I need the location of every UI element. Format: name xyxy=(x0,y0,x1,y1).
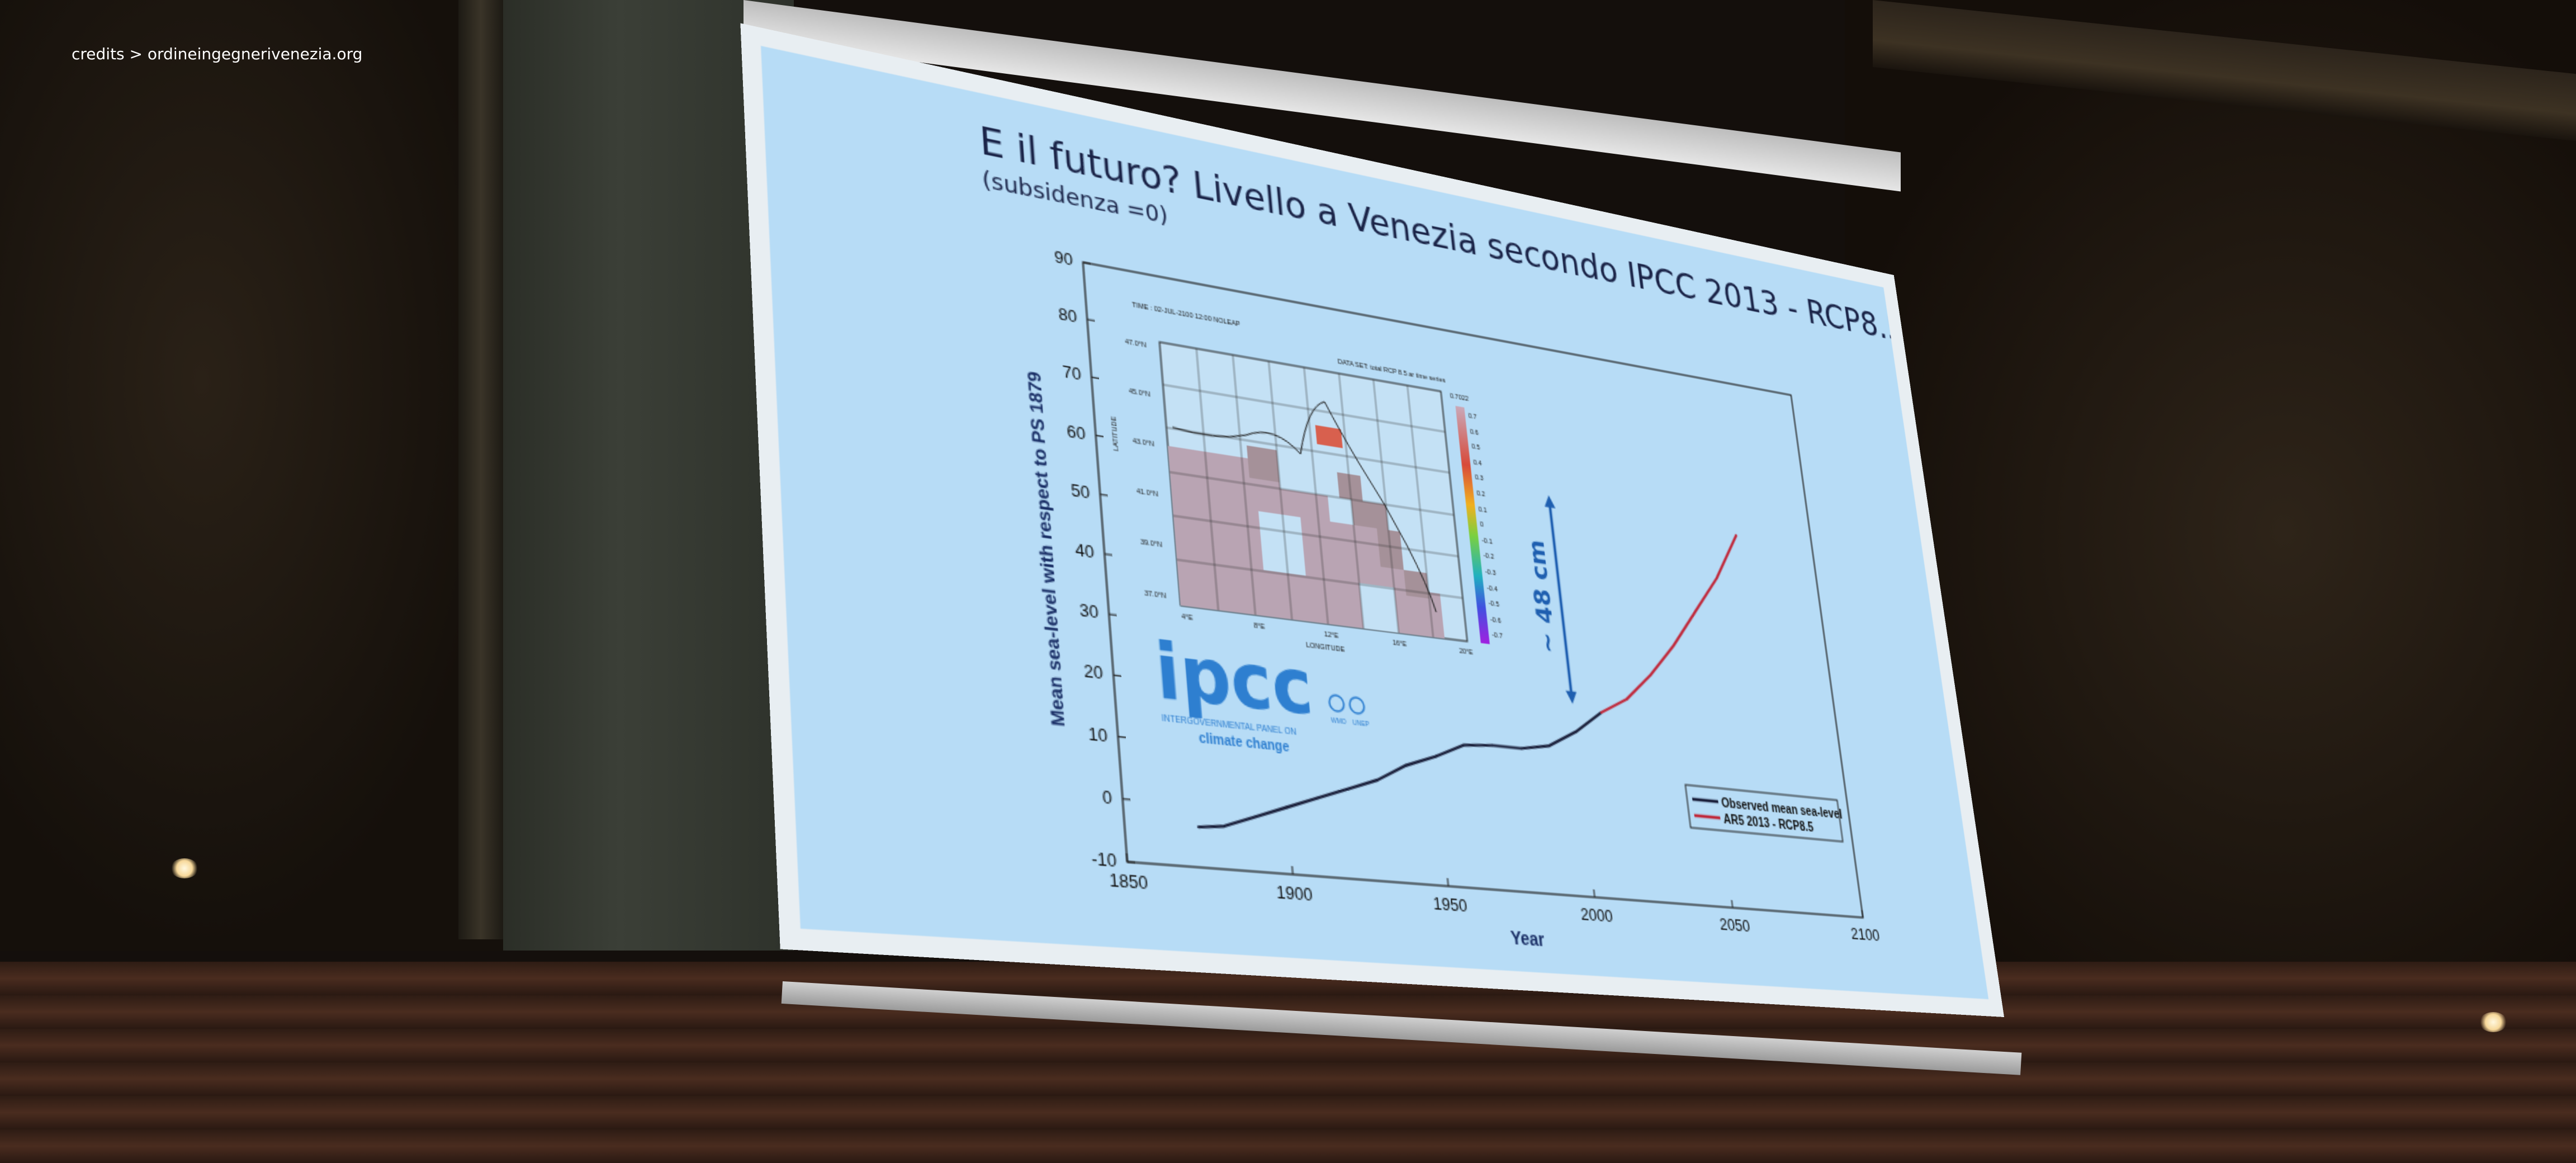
x-tick-label: 2000 xyxy=(1580,905,1614,926)
x-tick-label: 1950 xyxy=(1432,894,1468,916)
longitude-tick-label: 16°E xyxy=(1393,639,1408,649)
wmo-label: WMO xyxy=(1330,716,1347,726)
y-tick xyxy=(1083,262,1091,264)
arrow-head-up-icon xyxy=(1543,494,1556,508)
longitude-tick-label: 12°E xyxy=(1324,630,1339,640)
y-axis-label: Mean sea-level with respect to PS 1879 xyxy=(1024,370,1068,728)
lamp-right xyxy=(2479,1012,2507,1032)
y-tick-label: 40 xyxy=(1074,540,1095,562)
colorbar-tick-label: 0.5 xyxy=(1471,443,1480,452)
y-tick xyxy=(1105,554,1112,555)
latitude-tick-label: 47.0°N xyxy=(1125,338,1147,349)
colorbar-tick-label: 0.4 xyxy=(1473,458,1482,467)
arrow-head-down-icon xyxy=(1566,691,1578,705)
colorbar-tick-label: 0.3 xyxy=(1475,474,1484,483)
y-tick-label: 0 xyxy=(1102,787,1113,808)
longitude-tick-label: 4°E xyxy=(1181,613,1194,622)
painting-frame-left xyxy=(458,0,503,939)
y-tick xyxy=(1091,377,1099,379)
y-tick-label: -10 xyxy=(1091,849,1117,871)
colorbar-tick-label: -0.3 xyxy=(1485,568,1496,577)
x-tick-label: 1850 xyxy=(1109,870,1148,893)
wmo-logo-icon xyxy=(1329,694,1344,712)
legend-swatch-rcp85 xyxy=(1694,815,1720,817)
credits-text: credits > ordineingegnerivenezia.org xyxy=(72,45,362,63)
sea-level-chart: 1850 1900 1950 2000 2050 2100 -10 0 10 20 30 40 50 60… xyxy=(1015,240,1884,972)
y-tick xyxy=(1100,494,1108,495)
colorbar-tick-label: -0.2 xyxy=(1483,552,1494,561)
map-longitude-label: LONGITUDE xyxy=(1306,641,1345,654)
colorbar-tick-label: 0 xyxy=(1480,521,1484,529)
room-background-left xyxy=(0,0,503,951)
unep-label: UNEP xyxy=(1352,718,1370,728)
y-tick xyxy=(1123,799,1130,800)
x-tick xyxy=(1732,900,1733,908)
latitude-tick-label: 43.0°N xyxy=(1133,437,1154,448)
y-tick-label: 50 xyxy=(1071,480,1091,503)
colorbar-tick-label: -0.1 xyxy=(1481,537,1493,546)
y-tick-label: 10 xyxy=(1088,724,1109,746)
colorbar-max-label: 0.7022 xyxy=(1450,393,1469,403)
sea-level-rise-annotation: ~ 48 cm xyxy=(1518,490,1578,705)
y-tick xyxy=(1114,675,1121,677)
x-tick-label: 2050 xyxy=(1718,915,1751,935)
unep-logo-icon xyxy=(1349,697,1365,714)
y-tick-label: 70 xyxy=(1062,363,1082,385)
latitude-tick-label: 37.0°N xyxy=(1144,589,1167,601)
colorbar-tick-label: -0.7 xyxy=(1491,632,1503,641)
y-tick xyxy=(1109,614,1117,616)
colorbar-tick-label: 0.2 xyxy=(1476,490,1486,499)
latitude-tick-label: 41.0°N xyxy=(1137,488,1158,499)
colorbar-tick-label: 0.6 xyxy=(1470,428,1479,437)
longitude-tick-label: 20°E xyxy=(1459,647,1474,656)
rcp85-series-line xyxy=(1578,510,1762,731)
lamp-left xyxy=(171,858,198,878)
colorbar-tick-label: -0.4 xyxy=(1486,584,1498,593)
x-tick-label: 2100 xyxy=(1850,925,1881,945)
colorbar-tick-label: 0.1 xyxy=(1478,505,1488,514)
map-time-label: TIME : 02-JUL-2100 12:00 NOLEAP xyxy=(1132,301,1241,328)
slide-canvas: E il futuro? Livello a Venezia secondo I… xyxy=(761,46,1988,999)
longitude-tick-label: 8°E xyxy=(1253,622,1265,631)
y-tick xyxy=(1087,319,1095,320)
colorbar-tick-label: -0.6 xyxy=(1490,616,1501,625)
latitude-tick-label: 39.0°N xyxy=(1140,538,1162,549)
x-tick-label: 1900 xyxy=(1276,882,1314,905)
latitude-tick-label: 45.0°N xyxy=(1129,387,1150,399)
colorbar-tick-label: 0.7 xyxy=(1468,412,1477,421)
x-tick xyxy=(1594,890,1595,897)
y-tick-label: 60 xyxy=(1066,421,1086,443)
wall-panel xyxy=(503,0,794,951)
x-tick xyxy=(1447,878,1448,886)
y-tick-label: 30 xyxy=(1079,601,1099,623)
x-tick xyxy=(1862,910,1863,918)
map-inset: TIME : 02-JUL-2100 12:00 NOLEAP DATA SET… xyxy=(1101,295,1507,673)
y-tick-label: 90 xyxy=(1054,248,1073,270)
y-tick xyxy=(1096,436,1104,437)
y-tick-label: 20 xyxy=(1083,661,1104,684)
chart-legend: Observed mean sea-level AR5 2013 - RCP8.… xyxy=(1685,785,1846,842)
wooden-base xyxy=(0,962,2576,1163)
x-tick xyxy=(1126,853,1127,862)
projected-slide: E il futuro? Livello a Venezia secondo I… xyxy=(761,46,1988,999)
map-latitude-label: LATITUDE xyxy=(1110,415,1121,451)
colorbar-tick-label: -0.5 xyxy=(1488,600,1499,609)
x-axis-label: Year xyxy=(1510,927,1546,950)
y-tick-label: 80 xyxy=(1058,305,1078,327)
legend-swatch-observed xyxy=(1692,799,1718,802)
